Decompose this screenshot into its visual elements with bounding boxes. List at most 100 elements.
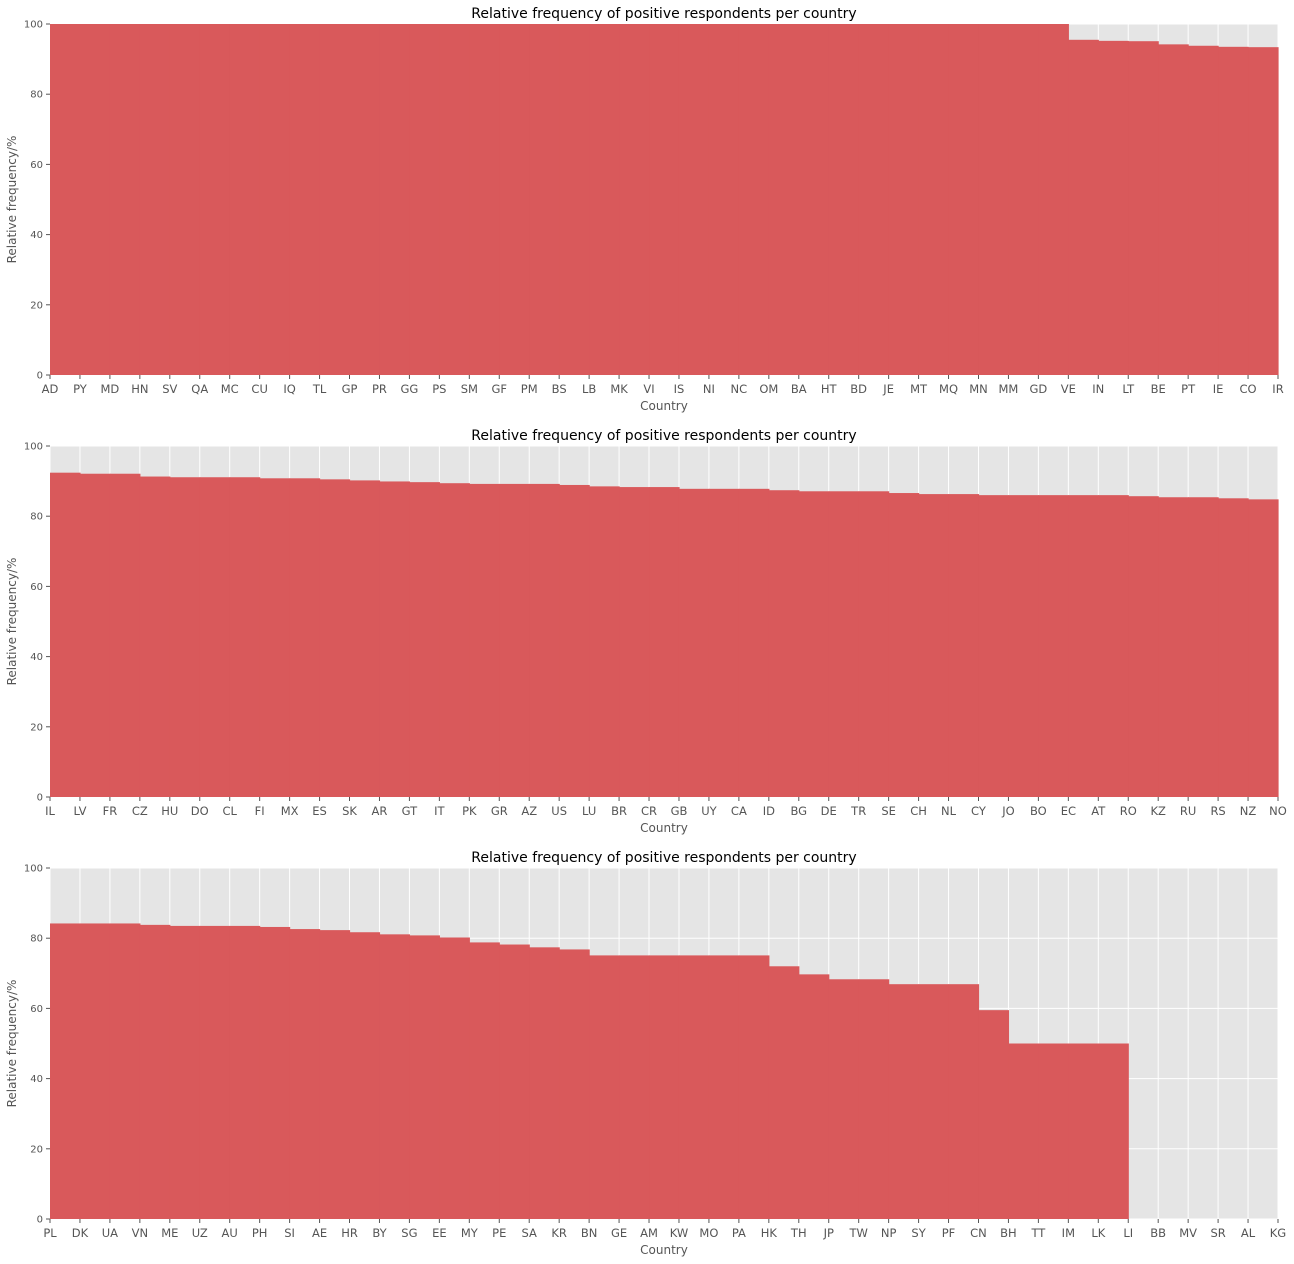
y-tick-label: 0 bbox=[37, 371, 43, 382]
y-tick-label: 40 bbox=[30, 230, 43, 241]
x-tick-label: SE bbox=[881, 804, 896, 818]
bar-MO bbox=[708, 955, 740, 1219]
x-tick-label: CA bbox=[731, 804, 747, 818]
bar-PK bbox=[469, 483, 500, 797]
x-tick-label: TT bbox=[1030, 1226, 1046, 1240]
y-axis-label: Relative frequency/% bbox=[5, 980, 19, 1108]
x-tick-label: HU bbox=[161, 804, 178, 818]
bar-US bbox=[559, 484, 590, 797]
x-tick-label: GD bbox=[1029, 382, 1047, 396]
x-tick-label: PL bbox=[43, 1226, 57, 1240]
bar-AD bbox=[50, 24, 81, 375]
x-tick-label: MY bbox=[461, 1226, 479, 1240]
bar-QA bbox=[199, 24, 231, 375]
bar-KR bbox=[559, 949, 590, 1219]
y-tick-label: 100 bbox=[24, 864, 43, 875]
x-tick-label: AT bbox=[1091, 804, 1106, 818]
bar-MD bbox=[109, 24, 141, 375]
bar-CH bbox=[918, 494, 950, 797]
x-tick-label: GB bbox=[671, 804, 688, 818]
bar-SM bbox=[469, 24, 500, 375]
bar-EE bbox=[439, 937, 470, 1219]
y-tick-label: 40 bbox=[30, 1074, 43, 1085]
x-tick-label: SK bbox=[342, 804, 357, 818]
x-tick-label: GT bbox=[402, 804, 419, 818]
x-tick-label: TL bbox=[312, 382, 327, 396]
bar-CY bbox=[978, 495, 1010, 797]
x-tick-label: NC bbox=[731, 382, 748, 396]
x-tick-label: GE bbox=[611, 1226, 627, 1240]
chart-title: Relative frequency of positive responden… bbox=[471, 428, 856, 444]
chart-title: Relative frequency of positive responden… bbox=[471, 850, 856, 866]
y-axis-label: Relative frequency/% bbox=[5, 558, 19, 686]
bar-MQ bbox=[948, 24, 980, 375]
bar-BO bbox=[1038, 495, 1069, 797]
bar-LV bbox=[79, 473, 111, 797]
bar-BS bbox=[559, 24, 590, 375]
bar-BA bbox=[798, 24, 830, 375]
bar-FR bbox=[109, 473, 141, 797]
chart-panel-1: AD PY MD HN SV QA MC CU IQ TL GP PR GG PS SM GF PM BS LB MK… bbox=[5, 6, 1284, 413]
bar-NC bbox=[738, 24, 770, 375]
x-tick-label: AM bbox=[640, 1226, 658, 1240]
x-tick-label: MD bbox=[101, 382, 120, 396]
x-tick-label: GP bbox=[342, 382, 358, 396]
bar-CU bbox=[259, 24, 291, 375]
x-axis-label: Country bbox=[640, 399, 688, 413]
x-tick-label: BN bbox=[581, 1226, 598, 1240]
bar-FI bbox=[259, 478, 291, 797]
bar-BN bbox=[589, 955, 620, 1219]
bar-CN bbox=[978, 1010, 1010, 1219]
bar-GD bbox=[1038, 24, 1069, 375]
y-tick-label: 60 bbox=[30, 1004, 43, 1015]
bar-AR bbox=[379, 481, 411, 797]
x-tick-label: CR bbox=[641, 804, 657, 818]
x-tick-label: CZ bbox=[132, 804, 148, 818]
x-tick-label: NP bbox=[881, 1226, 897, 1240]
y-tick-label: 20 bbox=[30, 1144, 43, 1155]
bar-NZ bbox=[1248, 499, 1279, 797]
x-tick-label: LI bbox=[1123, 1226, 1133, 1240]
bar-AU bbox=[229, 925, 261, 1219]
x-tick-label: UY bbox=[701, 804, 717, 818]
x-tick-label: LV bbox=[73, 804, 86, 818]
bar-JO bbox=[1008, 495, 1039, 797]
x-tick-label: LU bbox=[582, 804, 596, 818]
bar-BH bbox=[1008, 1043, 1039, 1219]
x-tick-label: NL bbox=[941, 804, 957, 818]
x-tick-label: JO bbox=[1001, 804, 1014, 818]
x-tick-label: ES bbox=[312, 804, 327, 818]
bar-JE bbox=[888, 24, 920, 375]
x-tick-label: PA bbox=[732, 1226, 746, 1240]
x-tick-label: TR bbox=[850, 804, 866, 818]
bar-TT bbox=[1038, 1043, 1069, 1219]
bar-SG bbox=[409, 935, 440, 1219]
x-tick-label: IM bbox=[1062, 1226, 1075, 1240]
bar-IT bbox=[439, 483, 470, 797]
bar-VI bbox=[649, 24, 680, 375]
bar-SA bbox=[529, 947, 560, 1219]
bar-KW bbox=[678, 955, 710, 1219]
x-tick-label: UZ bbox=[192, 1226, 208, 1240]
y-axis-label: Relative frequency/% bbox=[5, 136, 19, 264]
x-tick-label: ID bbox=[763, 804, 775, 818]
bar-IR bbox=[1277, 50, 1278, 376]
x-tick-label: IN bbox=[1092, 382, 1104, 396]
x-tick-label: CN bbox=[970, 1226, 987, 1240]
x-tick-label: SR bbox=[1210, 1226, 1225, 1240]
x-tick-label: RS bbox=[1210, 804, 1225, 818]
x-tick-label: BG bbox=[790, 804, 807, 818]
x-tick-label: AE bbox=[312, 1226, 327, 1240]
bar-PS bbox=[439, 24, 470, 375]
bar-NP bbox=[888, 984, 920, 1219]
x-tick-label: MX bbox=[281, 804, 299, 818]
x-tick-label: MQ bbox=[939, 382, 958, 396]
x-tick-label: MK bbox=[610, 382, 628, 396]
x-tick-label: HT bbox=[821, 382, 838, 396]
x-tick-label: PE bbox=[492, 1226, 506, 1240]
x-tick-label: PR bbox=[372, 382, 387, 396]
bar-BR bbox=[619, 487, 650, 797]
bar-IN bbox=[1098, 40, 1129, 376]
x-tick-label: EE bbox=[432, 1226, 447, 1240]
bar-MY bbox=[469, 942, 500, 1219]
